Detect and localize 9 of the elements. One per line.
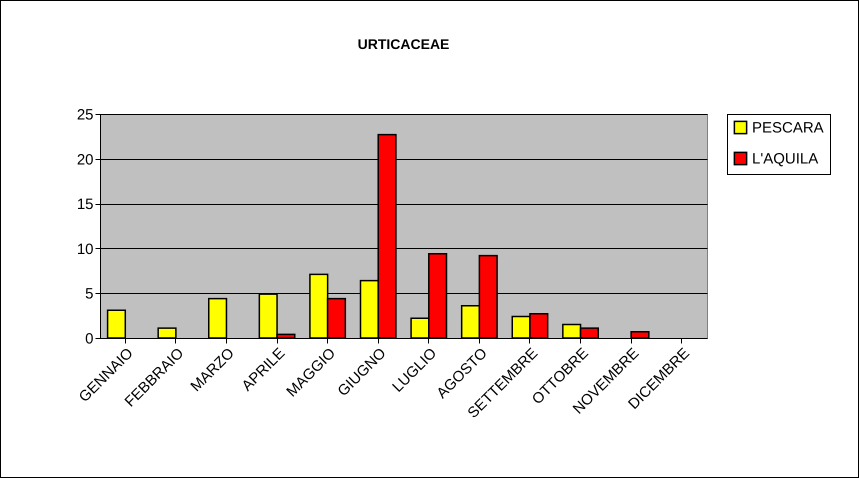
y-tick-label: 20 xyxy=(76,151,94,168)
legend-label: PESCARA xyxy=(752,120,824,136)
chart-title: URTICACEAE xyxy=(358,36,450,52)
y-tick-label: 5 xyxy=(85,286,94,303)
y-tick-label: 0 xyxy=(85,330,94,348)
legend-label: L'AQUILA xyxy=(752,150,818,168)
y-tick-label: 25 xyxy=(76,106,94,124)
y-tick-label: 15 xyxy=(76,196,94,214)
y-tick-label: 10 xyxy=(76,240,94,258)
